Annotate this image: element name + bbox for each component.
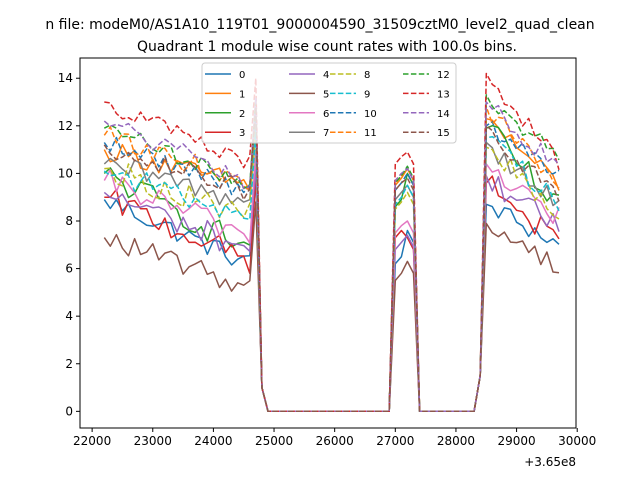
y-tick-label: 10 [58, 166, 73, 180]
legend-label: 1 [239, 89, 245, 100]
x-tick-label: 25000 [255, 434, 293, 448]
legend-label: 5 [323, 89, 329, 100]
legend-label: 3 [239, 128, 245, 139]
legend-box [201, 62, 457, 144]
legend-label: 6 [323, 109, 329, 120]
legend-label: 10 [364, 109, 377, 120]
legend-label: 13 [437, 89, 450, 100]
chart-title: Quadrant 1 module wise count rates with … [137, 39, 517, 55]
y-tick-label: 2 [65, 357, 73, 371]
legend-label: 0 [239, 70, 245, 81]
series-line-15 [103, 106, 560, 413]
y-tick-label: 12 [58, 119, 73, 133]
axes-frame [79, 57, 577, 429]
x-tick-label: 30000 [558, 434, 596, 448]
x-tick-label: 28000 [437, 434, 475, 448]
series-line-7 [103, 115, 560, 413]
x-tick-label: 22000 [73, 434, 111, 448]
y-axis: 0 2 4 6 8 10 12 14 [58, 71, 80, 418]
y-tick-label: 0 [65, 404, 73, 418]
x-axis: 22000 23000 24000 25000 26000 27000 28000 29000… [73, 428, 596, 448]
legend-label: 14 [437, 109, 450, 120]
x-tick-label: 23000 [134, 434, 172, 448]
series-line-0 [103, 177, 560, 413]
series-line-4 [103, 163, 560, 413]
series-line-3 [104, 175, 560, 413]
legend-label: 7 [323, 128, 329, 139]
y-tick-label: 14 [58, 71, 73, 85]
plot-lines [103, 72, 560, 413]
legend-label: 9 [364, 89, 370, 100]
x-tick-label: 27000 [376, 434, 414, 448]
series-line-5 [103, 201, 560, 413]
figure-suptitle: n file: modeM0/AS1A10_119T01_9000004590_… [45, 17, 594, 33]
x-tick-label: 26000 [316, 434, 354, 448]
legend-label: 2 [239, 109, 245, 120]
x-tick-label: 24000 [194, 434, 232, 448]
y-tick-label: 8 [65, 214, 73, 228]
legend-label: 12 [437, 70, 450, 81]
legend-label: 8 [364, 70, 370, 81]
y-tick-label: 4 [65, 309, 73, 323]
x-offset-label: +3.65e8 [524, 455, 576, 469]
legend-label: 15 [437, 128, 450, 139]
series-line-14 [103, 96, 560, 413]
legend-label: 11 [364, 128, 377, 139]
y-tick-label: 6 [65, 262, 73, 276]
legend-label: 4 [323, 70, 329, 81]
x-tick-label: 29000 [497, 434, 535, 448]
